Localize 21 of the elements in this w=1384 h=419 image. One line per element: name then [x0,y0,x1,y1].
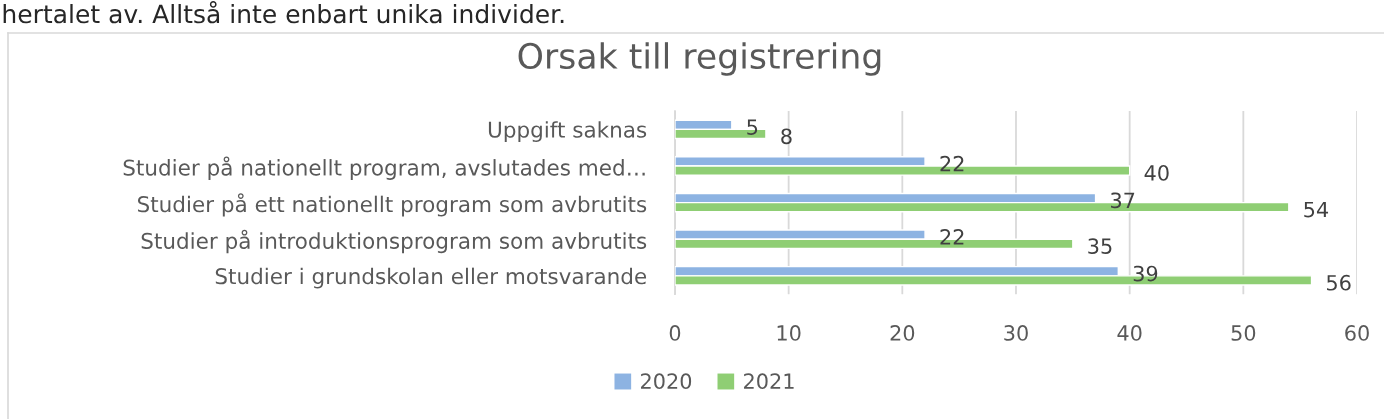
legend-label: 2020 [641,373,692,390]
y-tick-label: Studier i grundskolan eller motsvarande [215,267,647,289]
y-tick-label: Uppgift saknas [488,121,647,142]
text: hertalet av. Alltså inte enbart unika individer. [3,1,564,24]
legend-label: 2021 [744,373,794,390]
data-label: 54 [1304,201,1329,218]
y-tick-label: Studier på nationellt program, avslutades med… [123,156,645,180]
x-tick-label: 50 [1231,325,1256,341]
x-tick-label: 60 [1345,325,1369,341]
data-label: 40 [1144,165,1169,181]
chart-title: Orsak till registrering [518,42,881,76]
x-tick-label: 40 [1117,325,1142,341]
x-tick-label: 30 [1004,325,1028,341]
y-tick-label: Studier på introduktionsprogram som avbrutits [141,229,647,254]
x-tick-label: 10 [777,325,801,341]
y-tick-label: Studier på ett nationellt program som avbrutits [137,193,647,217]
data-label: 8 [781,128,792,145]
x-tick-label: 20 [890,325,915,341]
data-label: 56 [1327,274,1351,291]
x-tick-label: 0 [669,325,681,341]
data-label: 35 [1088,238,1112,254]
